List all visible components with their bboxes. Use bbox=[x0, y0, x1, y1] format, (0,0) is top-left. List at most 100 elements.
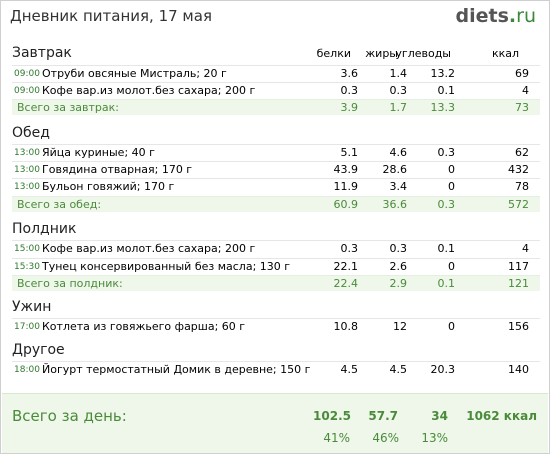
table-row: 15:30 Тунец консервированный без масла; … bbox=[12, 258, 540, 274]
day-total-fat: 57.7 bbox=[368, 409, 398, 423]
total-carbs: 0.1 bbox=[437, 277, 456, 290]
meal-total-row: Всего за полдник: 22.4 2.9 0.1 121 bbox=[12, 275, 540, 291]
item-name: Тунец консервированный без масла; 130 г bbox=[42, 260, 291, 273]
item-carbs: 0.1 bbox=[437, 84, 456, 97]
column-header-kcal: ккал bbox=[491, 47, 519, 60]
item-protein: 43.9 bbox=[333, 163, 359, 176]
item-name: Бульон говяжий; 170 г bbox=[42, 180, 175, 193]
item-carbs: 0 bbox=[448, 180, 455, 193]
item-kcal: 4 bbox=[522, 242, 529, 255]
total-kcal: 572 bbox=[508, 198, 529, 211]
item-time: 15:00 bbox=[14, 244, 40, 254]
item-fat: 12 bbox=[393, 320, 407, 333]
day-total-label: Всего за день: bbox=[12, 407, 127, 425]
site-logo[interactable]: diets.ru bbox=[456, 5, 536, 27]
item-protein: 10.8 bbox=[333, 320, 359, 333]
table-row: 15:00 Кофе вар.из молот.без сахара; 200 … bbox=[12, 240, 540, 256]
item-fat: 1.4 bbox=[389, 67, 408, 80]
item-carbs: 0.3 bbox=[437, 146, 456, 159]
item-carbs: 20.3 bbox=[430, 363, 456, 376]
item-name: Кофе вар.из молот.без сахара; 200 г bbox=[42, 84, 256, 97]
item-name: Яйца куриные; 40 г bbox=[42, 146, 155, 159]
meal-title-other: Другое bbox=[12, 342, 65, 358]
item-fat: 0.3 bbox=[389, 242, 408, 255]
total-fat: 1.7 bbox=[389, 101, 408, 114]
item-protein: 4.5 bbox=[340, 363, 359, 376]
column-header-protein: белки bbox=[316, 47, 351, 60]
meal-title-snack: Полдник bbox=[12, 221, 77, 237]
meal-title-breakfast: Завтрак bbox=[12, 45, 72, 61]
day-protein-percent: 41% bbox=[323, 431, 350, 445]
item-time: 13:00 bbox=[14, 148, 40, 158]
item-name: Говядина отварная; 170 г bbox=[42, 163, 193, 176]
logo-dot: . bbox=[508, 5, 517, 27]
table-row: 13:00 Говядина отварная; 170 г 43.9 28.6… bbox=[12, 161, 540, 177]
meal-total-row: Всего за обед: 60.9 36.6 0.3 572 bbox=[12, 196, 540, 212]
column-header-carbs: углеводы bbox=[395, 47, 451, 60]
total-kcal: 73 bbox=[515, 101, 529, 114]
item-name: Кофе вар.из молот.без сахара; 200 г bbox=[42, 242, 256, 255]
item-protein: 11.9 bbox=[333, 180, 359, 193]
item-fat: 2.6 bbox=[389, 260, 408, 273]
total-carbs: 13.3 bbox=[430, 101, 456, 114]
item-time: 17:00 bbox=[14, 322, 40, 332]
total-label: Всего за обед: bbox=[17, 198, 102, 211]
item-carbs: 13.2 bbox=[430, 67, 456, 80]
meal-total-row: Всего за завтрак: 3.9 1.7 13.3 73 bbox=[12, 99, 540, 115]
item-name: Котлета из говяжьего фарша; 60 г bbox=[42, 320, 246, 333]
total-label: Всего за завтрак: bbox=[17, 101, 120, 114]
item-time: 13:00 bbox=[14, 182, 40, 192]
table-row: 09:00 Кофе вар.из молот.без сахара; 200 … bbox=[12, 82, 540, 98]
total-fat: 2.9 bbox=[389, 277, 408, 290]
item-time: 15:30 bbox=[14, 262, 40, 272]
total-protein: 22.4 bbox=[333, 277, 359, 290]
item-carbs: 0 bbox=[448, 163, 455, 176]
item-kcal: 62 bbox=[515, 146, 529, 159]
item-kcal: 432 bbox=[508, 163, 529, 176]
item-fat: 4.5 bbox=[389, 363, 408, 376]
item-name: Отруби овсяные Мистраль; 20 г bbox=[42, 67, 227, 80]
day-total-kcal: 1062 ккал bbox=[466, 409, 537, 423]
item-time: 09:00 bbox=[14, 69, 40, 79]
item-kcal: 4 bbox=[522, 84, 529, 97]
item-protein: 0.3 bbox=[340, 242, 359, 255]
logo-tld: ru bbox=[516, 5, 536, 27]
column-header-fat: жиры bbox=[365, 47, 398, 60]
item-kcal: 117 bbox=[508, 260, 529, 273]
item-carbs: 0 bbox=[448, 260, 455, 273]
table-row: 17:00 Котлета из говяжьего фарша; 60 г 1… bbox=[12, 318, 540, 334]
item-fat: 3.4 bbox=[389, 180, 408, 193]
meal-title-lunch: Обед bbox=[12, 125, 50, 141]
item-kcal: 78 bbox=[515, 180, 529, 193]
item-protein: 0.3 bbox=[340, 84, 359, 97]
item-carbs: 0.1 bbox=[437, 242, 456, 255]
day-carbs-percent: 13% bbox=[421, 431, 448, 445]
item-protein: 3.6 bbox=[340, 67, 359, 80]
total-protein: 60.9 bbox=[333, 198, 359, 211]
meal-title-dinner: Ужин bbox=[12, 299, 52, 315]
item-fat: 28.6 bbox=[382, 163, 408, 176]
item-carbs: 0 bbox=[448, 320, 455, 333]
item-fat: 4.6 bbox=[389, 146, 408, 159]
day-total-panel: Всего за день: 102.5 57.7 34 1062 ккал 4… bbox=[2, 393, 548, 453]
table-row: 09:00 Отруби овсяные Мистраль; 20 г 3.6 … bbox=[12, 65, 540, 81]
day-total-protein: 102.5 bbox=[313, 409, 351, 423]
page-title: Дневник питания, 17 мая bbox=[10, 7, 212, 25]
total-kcal: 121 bbox=[508, 277, 529, 290]
item-fat: 0.3 bbox=[389, 84, 408, 97]
total-protein: 3.9 bbox=[340, 101, 359, 114]
logo-main: diets bbox=[455, 5, 509, 27]
day-fat-percent: 46% bbox=[372, 431, 399, 445]
total-carbs: 0.3 bbox=[437, 198, 456, 211]
day-total-carbs: 34 bbox=[431, 409, 448, 423]
total-label: Всего за полдник: bbox=[17, 277, 123, 290]
item-name: Йогурт термостатный Домик в деревне; 150… bbox=[42, 363, 311, 376]
table-row: 13:00 Яйца куриные; 40 г 5.1 4.6 0.3 62 bbox=[12, 144, 540, 160]
item-time: 13:00 bbox=[14, 165, 40, 175]
item-time: 18:00 bbox=[14, 365, 40, 375]
item-kcal: 140 bbox=[508, 363, 529, 376]
item-protein: 22.1 bbox=[333, 260, 359, 273]
item-kcal: 69 bbox=[515, 67, 529, 80]
total-fat: 36.6 bbox=[382, 198, 408, 211]
